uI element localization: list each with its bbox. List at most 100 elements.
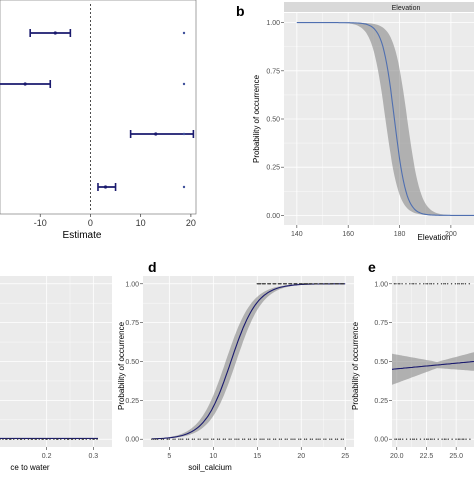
data-point xyxy=(203,438,205,440)
data-point xyxy=(56,438,58,440)
x-tick-label: 25 xyxy=(341,453,349,460)
panel-label-d: d xyxy=(148,259,157,275)
data-point xyxy=(309,438,312,440)
y-tick-label: 0.00 xyxy=(374,437,388,444)
data-point xyxy=(323,438,325,440)
data-point xyxy=(469,438,471,440)
data-point xyxy=(71,438,74,440)
x-tick-label: 20.0 xyxy=(390,453,404,460)
fitted-curve xyxy=(151,283,346,440)
y-tick-label: 0.00 xyxy=(125,437,139,444)
x-tick-label: 200 xyxy=(445,231,457,238)
data-point xyxy=(426,283,429,285)
side-marker xyxy=(182,185,186,189)
data-point xyxy=(207,438,209,440)
x-axis-ticks: 5 10 15 20 25 xyxy=(167,447,349,460)
data-point xyxy=(197,438,199,440)
data-point xyxy=(394,438,396,440)
x-axis-ticks: 0.2 0.3 xyxy=(42,447,98,460)
x-tick-label: 180 xyxy=(394,231,406,238)
data-point xyxy=(311,283,313,285)
data-point xyxy=(261,438,263,440)
y-tick-label: 1.00 xyxy=(125,281,139,288)
data-point xyxy=(433,283,435,285)
data-point xyxy=(57,438,59,440)
y-tick-label: 1.00 xyxy=(266,20,280,27)
data-point xyxy=(16,438,19,440)
data-point xyxy=(230,438,232,440)
panel-b-elevation: b Probability of occurrence Elevation 0.… xyxy=(236,2,474,242)
data-point xyxy=(415,438,418,440)
side-marker xyxy=(182,31,186,35)
data-point xyxy=(96,438,98,440)
data-point xyxy=(63,438,66,440)
x-tick-label: 0.3 xyxy=(88,453,98,460)
data-point xyxy=(154,438,157,440)
estimate-point xyxy=(53,31,57,35)
data-point xyxy=(93,438,95,440)
data-point xyxy=(340,438,343,440)
data-point xyxy=(236,438,238,440)
data-point xyxy=(5,438,7,440)
data-point xyxy=(85,438,87,440)
data-point xyxy=(336,438,339,440)
y-tick-label: 0.75 xyxy=(374,320,388,327)
data-point xyxy=(399,283,401,285)
data-point xyxy=(398,438,400,440)
data-point xyxy=(42,438,44,440)
data-point xyxy=(429,438,432,440)
side-marker xyxy=(182,132,186,136)
panel-d-soil-calcium: d Probability of occurrence 0.00 0.25 0.50… xyxy=(117,259,354,472)
data-point xyxy=(30,438,33,440)
data-point xyxy=(153,438,155,440)
data-point xyxy=(218,438,221,440)
x-axis-label: soil_calcium xyxy=(188,463,232,472)
data-point xyxy=(399,438,402,440)
data-point xyxy=(429,283,431,285)
data-point xyxy=(413,438,415,440)
data-point xyxy=(443,283,445,285)
data-point xyxy=(301,283,303,285)
x-tick-label: 0.2 xyxy=(42,453,52,460)
data-point xyxy=(280,438,283,440)
data-point xyxy=(419,283,421,285)
data-point xyxy=(234,438,236,440)
y-tick-label: 0.75 xyxy=(266,68,280,75)
estimate-intervals xyxy=(0,29,195,191)
observation-points xyxy=(393,283,471,440)
data-point xyxy=(66,438,69,440)
data-point xyxy=(401,438,404,440)
x-tick-label: 20 xyxy=(186,218,196,228)
data-point xyxy=(53,438,55,440)
data-point xyxy=(211,438,213,440)
data-point xyxy=(168,438,170,440)
data-point xyxy=(450,283,453,285)
data-point xyxy=(465,438,467,440)
data-point xyxy=(182,438,184,440)
data-point xyxy=(151,438,153,440)
data-point xyxy=(205,438,207,440)
data-point xyxy=(454,283,457,285)
data-point xyxy=(458,283,460,285)
data-point xyxy=(332,283,334,285)
panel-label-b: b xyxy=(236,3,245,19)
y-axis-ticks: 0.00 0.25 0.50 0.75 1.00 xyxy=(266,20,284,220)
x-tick-label: 0 xyxy=(88,218,93,228)
y-axis-ticks: 0.00 0.25 0.50 0.75 1.00 xyxy=(374,281,392,444)
gridlines xyxy=(0,276,112,447)
data-point xyxy=(238,438,240,440)
data-point xyxy=(19,438,22,440)
confidence-band xyxy=(296,22,474,216)
data-point xyxy=(45,438,47,440)
data-point xyxy=(249,438,252,440)
confidence-band xyxy=(392,352,474,385)
data-point xyxy=(468,283,471,285)
data-point xyxy=(334,438,337,440)
data-point xyxy=(162,438,165,440)
data-point xyxy=(316,283,318,285)
x-axis-label: Estimate xyxy=(63,230,102,241)
data-point xyxy=(415,283,417,285)
data-point xyxy=(311,438,314,440)
data-point xyxy=(191,438,194,440)
